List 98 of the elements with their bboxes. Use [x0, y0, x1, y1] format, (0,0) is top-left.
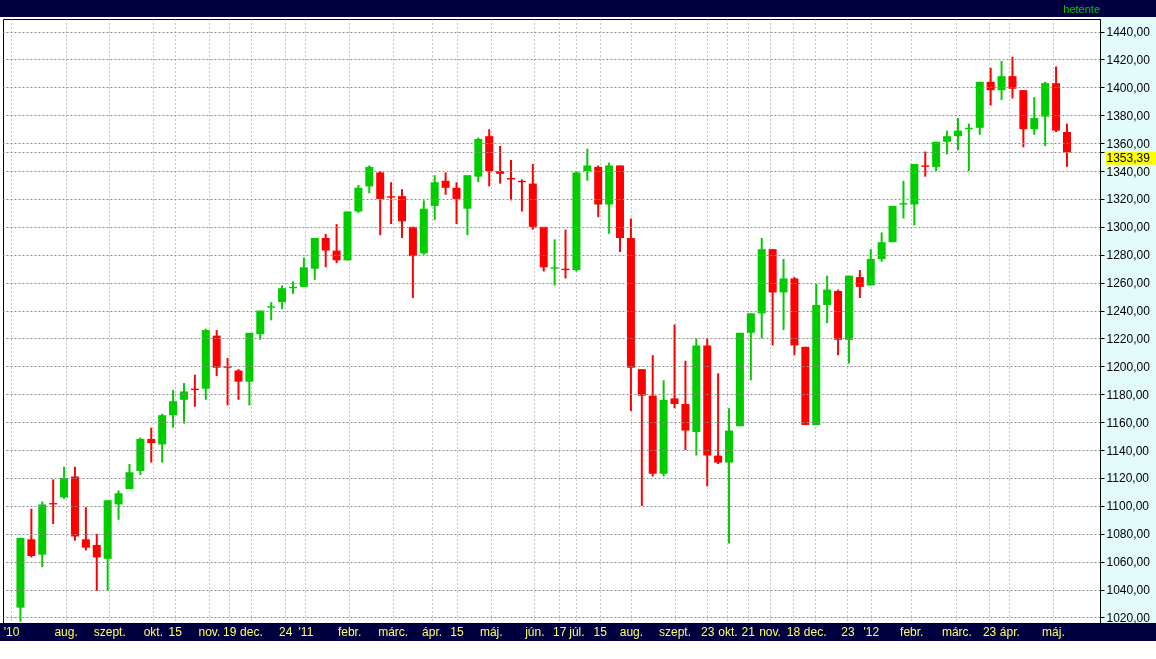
candlestick [746, 312, 755, 382]
x-tick-label: 15 [593, 624, 608, 639]
x-tick-label: szept. [93, 624, 126, 639]
candlestick [321, 232, 330, 269]
candlestick [1062, 122, 1071, 168]
y-tick-label: 1280,00 [1106, 248, 1151, 263]
candlestick [550, 238, 559, 287]
y-tick-label: 1420,00 [1106, 52, 1151, 67]
x-tick-label: júl. [568, 624, 585, 639]
y-tick-label: 1060,00 [1106, 555, 1151, 570]
x-tick-label: 15 [168, 624, 183, 639]
y-tick-label: 1400,00 [1106, 80, 1151, 95]
x-tick-label: 24 [279, 624, 293, 639]
candlestick [147, 426, 156, 464]
y-tick-label: 1040,00 [1106, 583, 1151, 598]
candlestick [179, 382, 188, 425]
candlestick [27, 507, 36, 559]
candlestick [125, 462, 134, 491]
y-tick-label: 1440,00 [1106, 25, 1151, 40]
y-tick-label: 1340,00 [1106, 164, 1151, 179]
y-tick-label: 1353,39 [1106, 150, 1151, 165]
candlestick [169, 389, 178, 429]
candlestick [60, 465, 69, 500]
x-tick-label: 15 [450, 624, 464, 639]
x-tick-label: 23 [982, 624, 997, 639]
x-tick-label: dec. [803, 624, 827, 639]
candlestick [943, 129, 952, 156]
candlestick [921, 150, 930, 178]
candlestick [256, 309, 265, 341]
x-tick-label: aug. [619, 624, 644, 639]
x-tick-label: okt. [143, 624, 163, 639]
y-tick-label: 1240,00 [1106, 304, 1151, 319]
candlestick [299, 256, 308, 288]
x-tick-label: ápr. [999, 624, 1020, 639]
candlestick [114, 489, 123, 521]
chart-subtitle: hetente [1063, 3, 1100, 15]
x-tick-label: 18 [786, 624, 801, 639]
x-tick-label: márc. [378, 624, 409, 639]
x-tick-label: dec. [240, 624, 263, 639]
x-tick-label: máj. [1042, 624, 1065, 639]
x-tick-label: 17 [553, 624, 567, 639]
y-tick-label: 1360,00 [1106, 136, 1151, 151]
candlestick [714, 372, 723, 465]
y-tick-label: 1120,00 [1106, 471, 1150, 486]
candlestick [354, 184, 363, 214]
x-tick-label: nov. [759, 624, 781, 639]
x-tick-label: '12 [863, 624, 880, 639]
candlestick [997, 59, 1006, 101]
x-tick-label: '11 [298, 624, 314, 639]
x-tick-label: 19 [222, 624, 237, 639]
x-tick-label: aug. [54, 624, 78, 639]
x-tick-label: szept. [659, 624, 692, 639]
candlestick [1008, 55, 1017, 100]
x-tick-label: 21 [741, 624, 756, 639]
candlestick [278, 284, 287, 311]
candlestick [365, 164, 374, 195]
candlestick [92, 532, 101, 592]
x-tick-label: ápr. [422, 624, 443, 639]
y-tick-label: 1200,00 [1106, 359, 1151, 374]
candlestick [986, 66, 995, 107]
x-tick-label: '10 [3, 624, 20, 639]
candlestick [496, 144, 505, 185]
candlestick [452, 181, 461, 226]
candlestick [223, 356, 232, 407]
y-tick-label: 1100,00 [1106, 499, 1150, 514]
candlestick [387, 181, 396, 226]
candlestick [855, 269, 864, 299]
y-tick-label: 1180,00 [1106, 387, 1150, 402]
y-tick-label: 1300,00 [1106, 220, 1151, 235]
x-tick-label: febr. [337, 624, 362, 639]
x-tick-label: márc. [941, 624, 972, 639]
x-tick-label: máj. [479, 624, 503, 639]
y-tick-label: 1020,00 [1106, 610, 1151, 625]
candlestick [430, 174, 439, 221]
y-tick-label: 1380,00 [1106, 108, 1151, 123]
candlestick [267, 301, 276, 322]
candlestick [823, 274, 832, 325]
y-tick-label: 1080,00 [1106, 527, 1151, 542]
x-tick-label: jún. [524, 624, 545, 639]
candlestick [779, 257, 788, 332]
candlestick [441, 171, 450, 196]
y-tick-label: 1140,00 [1106, 443, 1150, 458]
x-tick-label: okt. [718, 624, 738, 639]
x-tick-label: febr. [900, 624, 924, 639]
candlestick [670, 323, 679, 410]
candlestick [899, 179, 908, 220]
x-tick-label: 23 [701, 624, 715, 639]
candlestick [877, 231, 886, 263]
candlestick [234, 368, 243, 401]
y-tick-label: 1160,00 [1106, 415, 1150, 430]
y-tick-label: 1320,00 [1106, 192, 1151, 207]
y-tick-label: 1220,00 [1106, 331, 1151, 346]
candlestick [81, 506, 90, 552]
y-tick-label: 1260,00 [1106, 276, 1151, 291]
x-tick-label: 23 [841, 624, 855, 639]
x-tick-label: nov. [198, 624, 221, 639]
candlestick [583, 147, 592, 182]
candlestick [1030, 96, 1039, 136]
